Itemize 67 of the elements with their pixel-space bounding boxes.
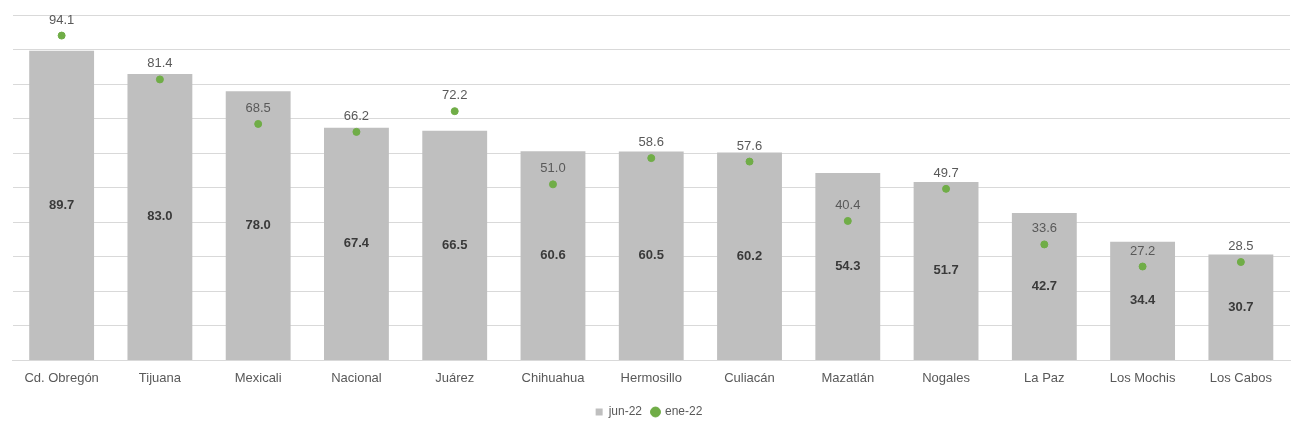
data-label: 66.5 — [442, 236, 468, 252]
point — [155, 75, 164, 84]
bar — [1011, 213, 1077, 360]
point — [647, 154, 656, 163]
data-label: 72.2 — [442, 87, 468, 103]
point — [745, 157, 754, 166]
data-label: 83.0 — [147, 208, 173, 224]
point — [1138, 262, 1147, 271]
legend-label: jun-22 — [607, 404, 643, 419]
data-label: 51.0 — [540, 160, 566, 176]
point — [843, 216, 852, 225]
data-label: 57.6 — [736, 137, 763, 153]
x-tick-label: Chihuahua — [521, 369, 586, 385]
x-tick-label: Tijuana — [138, 369, 182, 385]
point — [450, 107, 459, 116]
point — [57, 31, 66, 40]
x-tick-label: Mazatlán — [821, 369, 875, 385]
data-label: 51.7 — [933, 262, 959, 278]
point — [1040, 240, 1049, 249]
data-label: 66.2 — [343, 107, 370, 123]
x-tick-label: Culiacán — [724, 369, 775, 385]
x-tick-label: Cd. Obregón — [24, 369, 99, 385]
bar — [127, 73, 193, 360]
data-label: 81.4 — [147, 55, 173, 71]
bar — [29, 50, 95, 360]
x-tick-label: Hermosillo — [620, 369, 682, 385]
data-label: 42.7 — [1031, 278, 1057, 294]
bar — [520, 151, 586, 360]
x-tick-label: Los Cabos — [1209, 369, 1273, 385]
data-label: 34.4 — [1129, 292, 1157, 308]
data-label: 58.6 — [638, 134, 664, 150]
point — [942, 184, 951, 193]
data-label: 33.6 — [1031, 220, 1057, 236]
data-label: 67.4 — [343, 235, 370, 251]
data-label: 54.3 — [835, 258, 861, 274]
x-tick-label: Los Mochis — [1109, 369, 1176, 385]
bar — [618, 151, 684, 360]
point — [548, 180, 557, 189]
data-label: 28.5 — [1228, 238, 1254, 254]
data-label: 60.5 — [638, 247, 664, 263]
point — [352, 127, 361, 136]
x-tick-label: La Paz — [1024, 369, 1065, 385]
bar — [1208, 254, 1274, 360]
data-label: 40.4 — [835, 197, 861, 213]
point — [1236, 258, 1245, 267]
data-label: 60.6 — [540, 247, 566, 263]
data-label: 94.1 — [48, 11, 75, 27]
x-tick-label: Nacional — [331, 369, 382, 385]
data-label: 30.7 — [1228, 298, 1254, 314]
bar — [324, 127, 389, 360]
x-tick-label: Nogales — [922, 369, 971, 385]
point — [254, 119, 263, 128]
data-label: 60.2 — [736, 247, 763, 263]
bar — [717, 152, 782, 360]
data-label: 89.7 — [48, 196, 75, 212]
legend-label: ene-22 — [665, 404, 703, 419]
x-tick-label: Mexicali — [234, 369, 282, 385]
data-label: 78.0 — [245, 217, 271, 233]
data-label: 27.2 — [1129, 242, 1156, 258]
bar — [225, 91, 291, 360]
data-label: 49.7 — [933, 164, 959, 180]
data-label: 68.5 — [245, 100, 271, 116]
bar — [1110, 241, 1176, 360]
x-tick-label: Juárez — [435, 369, 475, 385]
bar — [913, 181, 979, 360]
bar — [815, 172, 881, 360]
bar — [422, 130, 488, 360]
